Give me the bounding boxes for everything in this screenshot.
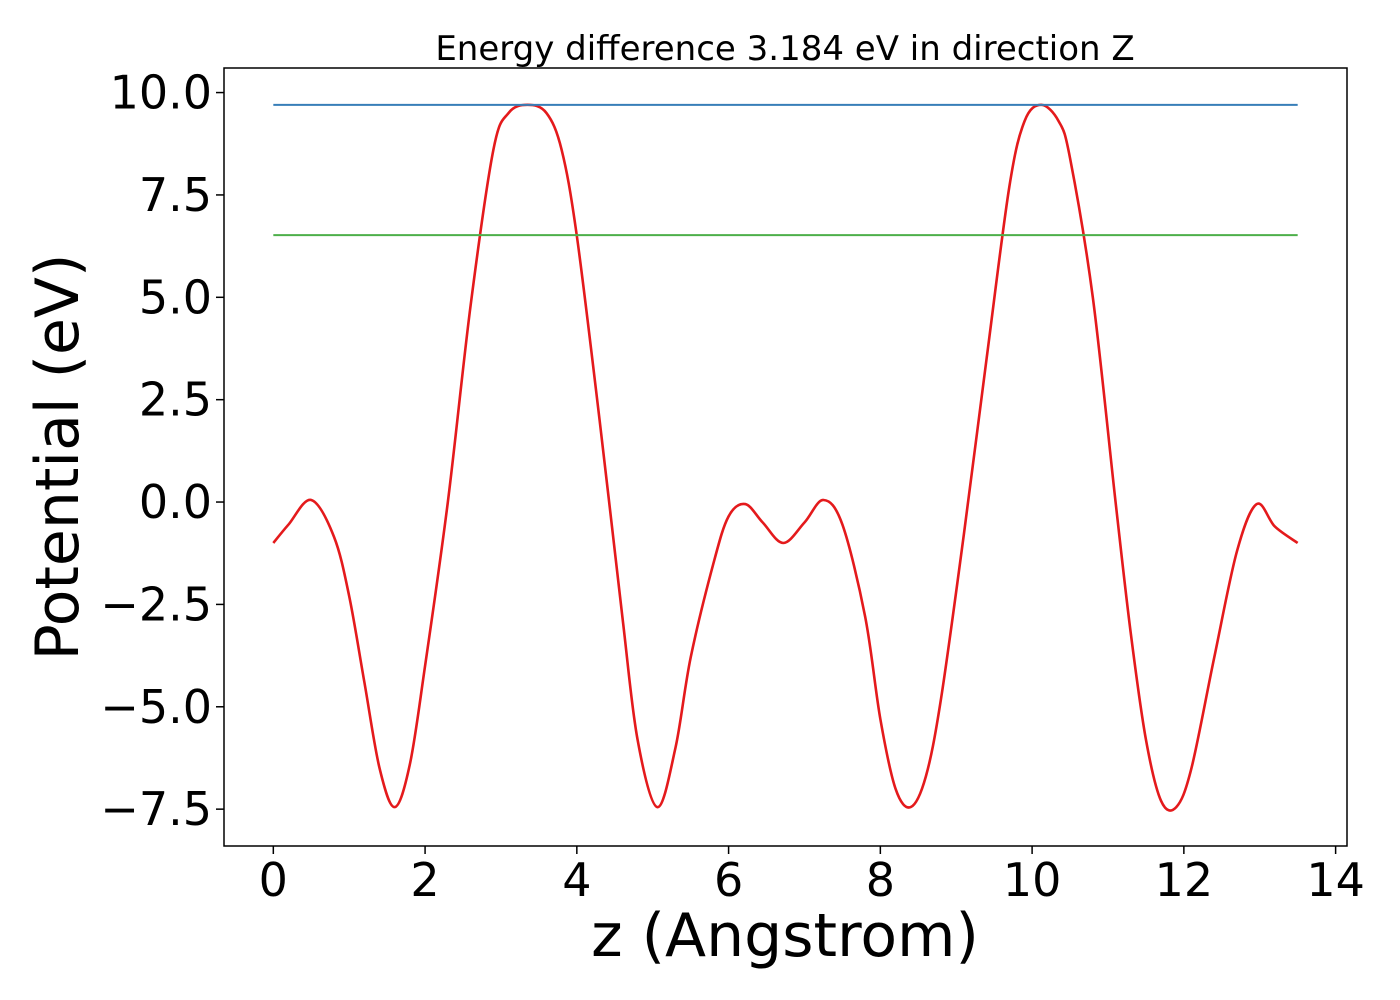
y-axis-label: Potential (eV) bbox=[23, 254, 93, 661]
x-axis-label: z (Angstrom) bbox=[591, 901, 979, 971]
potential-curve bbox=[272, 103, 1299, 812]
y-tick-label: 10.0 bbox=[110, 66, 212, 120]
potential-curve-path bbox=[272, 103, 1299, 812]
x-axis: 0 2 4 6 8 10 12 14 bbox=[259, 846, 1365, 907]
x-tick-label: 8 bbox=[866, 853, 895, 907]
x-tick-label: 6 bbox=[714, 853, 743, 907]
y-tick-label: 5.0 bbox=[139, 270, 212, 324]
y-tick-label: 0.0 bbox=[139, 475, 212, 529]
y-tick-label: −2.5 bbox=[100, 577, 212, 631]
y-tick-label: −5.0 bbox=[100, 680, 212, 734]
x-tick-label: 12 bbox=[1155, 853, 1214, 907]
y-tick-label: 2.5 bbox=[139, 373, 212, 427]
x-tick-label: 2 bbox=[410, 853, 439, 907]
x-tick-label: 10 bbox=[1003, 853, 1062, 907]
plot-frame bbox=[223, 67, 1348, 847]
x-tick-label: 4 bbox=[562, 853, 591, 907]
y-axis: −7.5 −5.0 −2.5 0.0 2.5 5.0 7.5 10.0 bbox=[100, 66, 224, 836]
x-tick-label: 0 bbox=[259, 853, 288, 907]
plot-area bbox=[272, 103, 1299, 812]
y-tick-label: −7.5 bbox=[100, 782, 212, 836]
x-tick-label: 14 bbox=[1306, 853, 1365, 907]
chart-title: Energy difference 3.184 eV in direction … bbox=[435, 29, 1134, 69]
y-tick-label: 7.5 bbox=[139, 168, 212, 222]
